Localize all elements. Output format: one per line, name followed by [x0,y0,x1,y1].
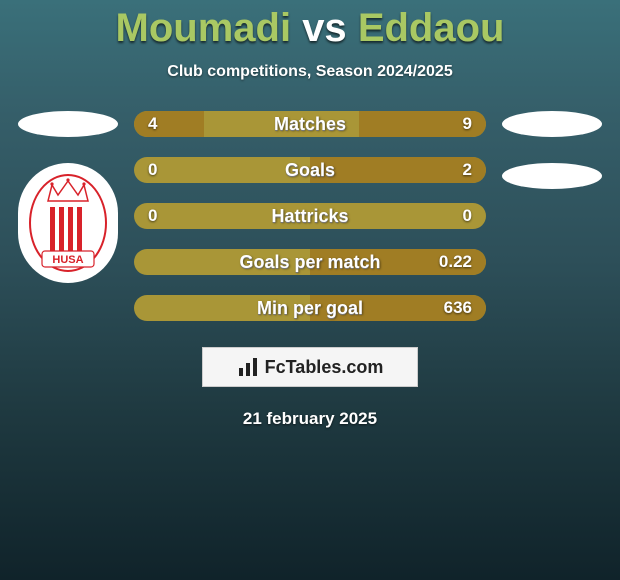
subtitle: Club competitions, Season 2024/2025 [0,63,620,81]
stat-row: 00Hattricks [134,203,486,229]
player1-club-badge: HUSA [18,163,118,283]
stat-row: 636Min per goal [134,295,486,321]
stat-label: Goals [134,160,486,181]
right-side [492,111,612,321]
date-text: 21 february 2025 [0,409,620,429]
bar-chart-icon [237,356,259,378]
stat-label: Matches [134,114,486,135]
page-title: Moumadi vs Eddaou [0,0,620,51]
title-player1: Moumadi [116,6,292,50]
player1-avatar-placeholder [18,111,118,137]
footer-brand-text: FcTables.com [265,357,384,378]
stat-row: 02Goals [134,157,486,183]
stat-label: Min per goal [134,298,486,319]
badge-text: HUSA [52,254,83,266]
player2-club-placeholder [502,163,602,189]
title-player2: Eddaou [358,6,505,50]
comparison-layout: HUSA 49Matches 02Goals 00Hattricks 0.22Goal… [0,111,620,321]
title-vs: vs [302,6,347,50]
stat-row: 0.22Goals per match [134,249,486,275]
content-root: Moumadi vs Eddaou Club competitions, Sea… [0,0,620,429]
footer-brand-box[interactable]: FcTables.com [202,347,418,387]
stat-row: 49Matches [134,111,486,137]
player2-avatar-placeholder [502,111,602,137]
stat-label: Goals per match [134,252,486,273]
stat-label: Hattricks [134,206,486,227]
stat-bars: 49Matches 02Goals 00Hattricks 0.22Goals per… [128,111,492,321]
left-side: HUSA [8,111,128,321]
husa-badge-icon: HUSA [28,173,108,273]
